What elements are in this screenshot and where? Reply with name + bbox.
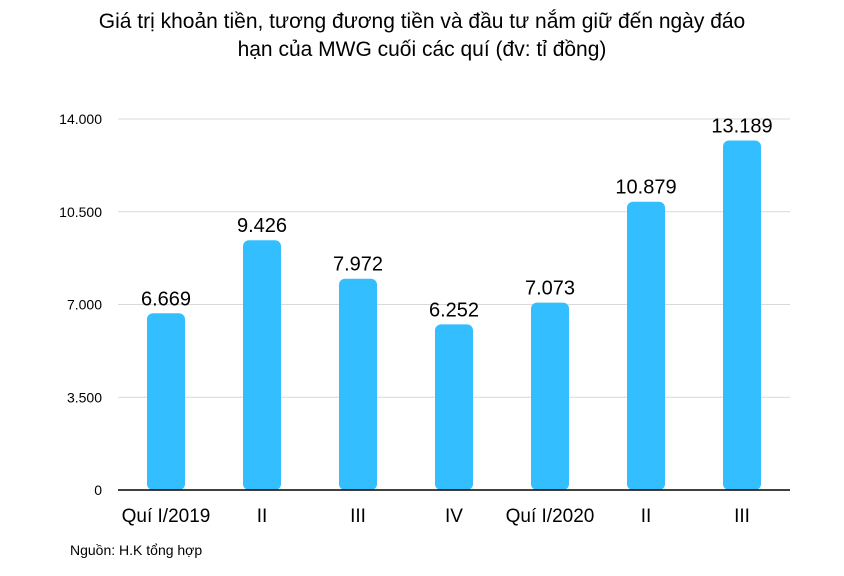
title-line-1: Giá trị khoản tiền, tương đương tiền và …: [98, 10, 746, 33]
bar: [243, 240, 281, 490]
y-tick-label: 0: [94, 482, 102, 498]
bar: [531, 302, 569, 490]
x-tick-label: IV: [445, 506, 463, 527]
data-label: 7.972: [333, 254, 383, 276]
x-tick-label: Quí I/2019: [122, 506, 211, 527]
y-tick-label: 7.000: [67, 297, 102, 313]
source-note: Nguồn: H.K tổng hợp: [70, 542, 203, 558]
y-tick-label: 10.500: [59, 204, 102, 220]
title-line-2: hạn của MWG cuối các quí (đv: tỉ đồng): [237, 38, 607, 61]
x-tick-label: III: [734, 506, 750, 527]
x-tick-label: Quí I/2020: [506, 506, 595, 527]
y-tick-label: 3.500: [67, 389, 102, 405]
data-label: 10.879: [615, 177, 676, 199]
x-tick-label: II: [641, 506, 652, 527]
data-label: 7.073: [525, 278, 575, 300]
bar: [435, 324, 473, 490]
bar: [147, 313, 185, 490]
y-tick-label: 14.000: [59, 111, 102, 127]
chart-title: Giá trị khoản tiền, tương đương tiền và …: [0, 8, 844, 64]
x-tick-label: III: [350, 506, 366, 527]
bar: [627, 201, 665, 491]
data-label: 6.669: [141, 288, 191, 310]
bar: [339, 278, 377, 490]
x-tick-label: II: [257, 506, 268, 527]
data-label: 9.426: [237, 215, 287, 237]
data-label: 13.189: [711, 115, 772, 137]
bar: [723, 140, 761, 490]
data-label: 6.252: [429, 299, 479, 321]
